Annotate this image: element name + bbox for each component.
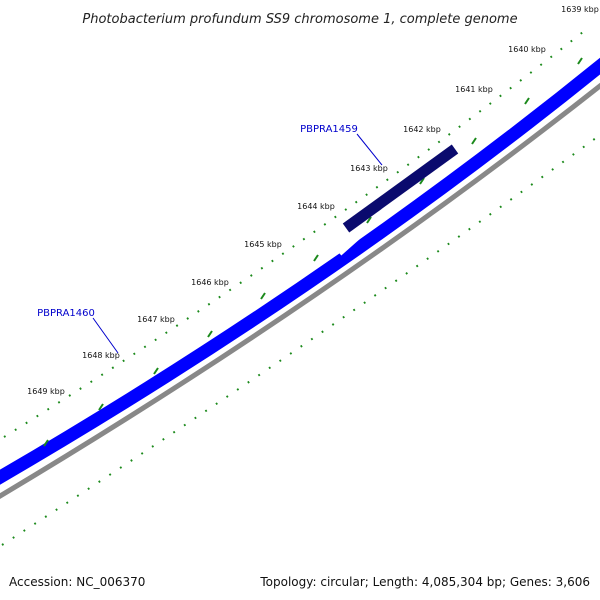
tick-mark — [98, 403, 104, 411]
tick-label: 1647 kbp — [137, 315, 175, 324]
tick-mark — [153, 367, 159, 375]
accession-text: Accession: NC_006370 — [9, 575, 146, 589]
backbone-shadow — [0, 82, 600, 499]
tick-label: 1641 kbp — [455, 85, 493, 94]
tick-mark — [419, 177, 425, 185]
genome-summary-text: Topology: circular; Length: 4,085,304 bp… — [260, 575, 590, 589]
tick-mark — [577, 57, 583, 65]
tick-label: 1648 kbp — [82, 351, 120, 360]
gene-pbpra1460-callout-line — [92, 317, 119, 354]
tick-mark — [207, 330, 213, 338]
tick-label: 1640 kbp — [508, 45, 546, 54]
tick-label: 1643 kbp — [350, 164, 388, 173]
tick-labels: 1639 kbp 1640 kbp 1641 kbp 1642 kbp 1643 kbp… — [27, 5, 599, 396]
tick-label: 1649 kbp — [27, 387, 65, 396]
tick-label: 1644 kbp — [297, 202, 335, 211]
gene-pbpra1460[interactable]: PBPRA1460 — [37, 308, 119, 354]
gene-pbpra1459-label[interactable]: PBPRA1459 — [300, 124, 358, 135]
map-title: Photobacterium profundum SS9 chromosome … — [82, 12, 517, 27]
gene-pbpra1459-feature[interactable] — [342, 144, 459, 233]
tick-mark — [524, 97, 530, 105]
gene-pbpra1459-callout-line — [356, 133, 383, 166]
tick-label: 1642 kbp — [403, 125, 441, 134]
tick-mark — [366, 216, 372, 224]
gene-pbpra1459[interactable]: PBPRA1459 — [300, 124, 459, 233]
tick-marks — [43, 57, 583, 447]
tick-mark — [43, 439, 49, 447]
tick-label: 1646 kbp — [191, 278, 229, 287]
tick-mark — [260, 292, 266, 300]
tick-mark — [471, 137, 477, 145]
tick-mark — [313, 254, 319, 262]
backbone-track — [0, 57, 600, 485]
tick-label: 1645 kbp — [244, 240, 282, 249]
gene-pbpra1460-label[interactable]: PBPRA1460 — [37, 308, 95, 319]
outer-tick-track — [3, 27, 589, 438]
backbone-break-marker — [338, 236, 360, 256]
tick-label: 1639 kbp — [561, 5, 599, 14]
inner-tick-track — [1, 134, 600, 546]
